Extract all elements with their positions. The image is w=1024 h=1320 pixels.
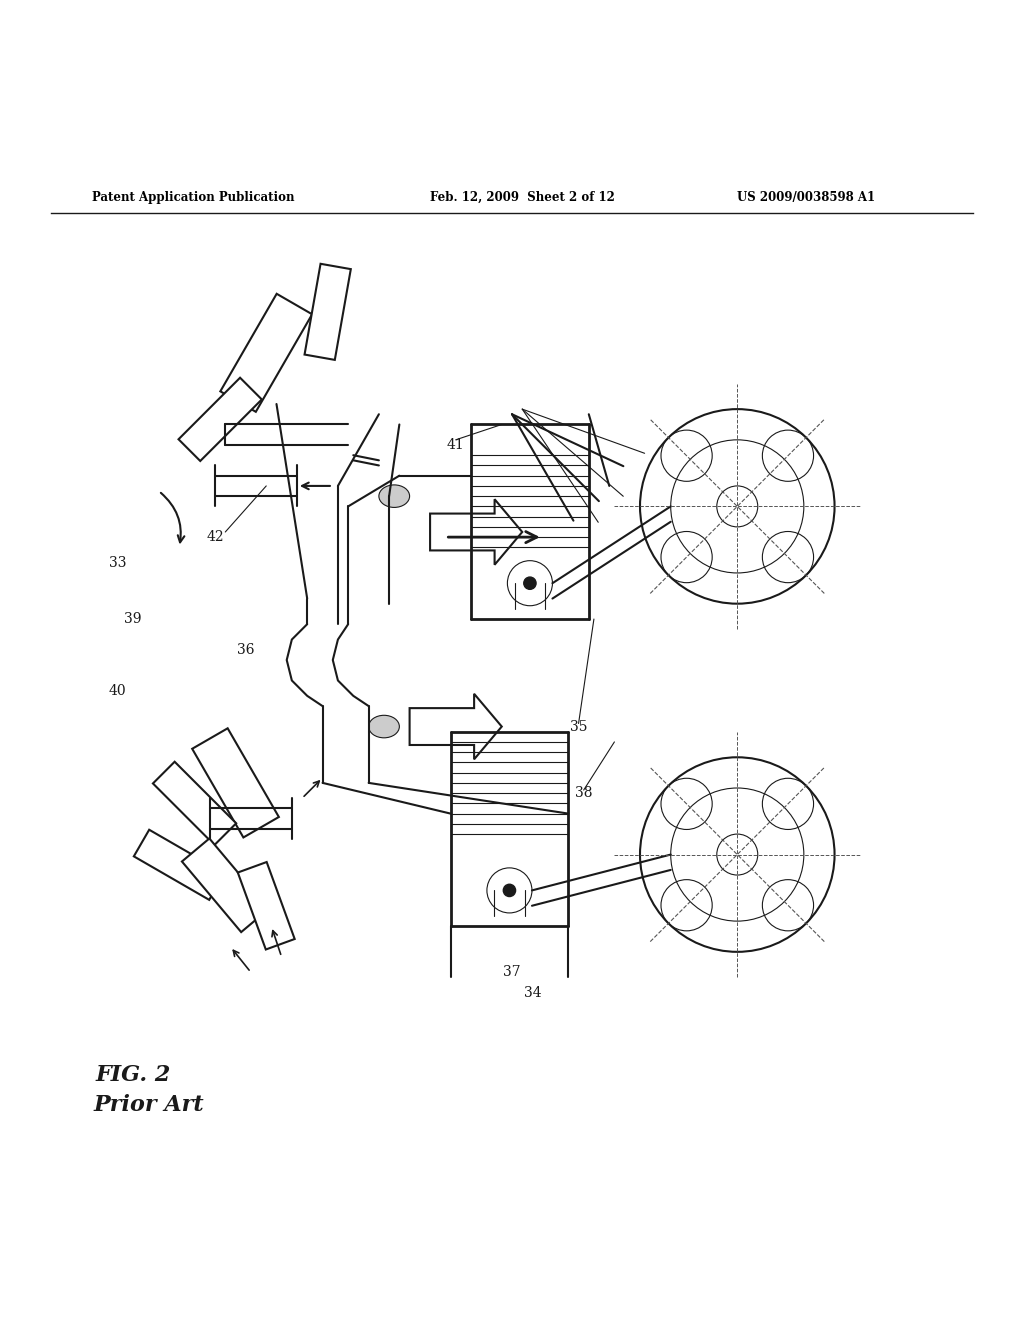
Text: 34: 34 (523, 986, 542, 999)
Circle shape (524, 577, 537, 589)
Polygon shape (304, 264, 351, 360)
Text: 42: 42 (206, 531, 224, 544)
Text: Feb. 12, 2009  Sheet 2 of 12: Feb. 12, 2009 Sheet 2 of 12 (430, 190, 615, 203)
Circle shape (504, 884, 515, 896)
Polygon shape (430, 499, 522, 565)
Polygon shape (182, 838, 268, 932)
Polygon shape (220, 294, 312, 412)
Text: 33: 33 (109, 556, 127, 570)
Text: FIG. 2: FIG. 2 (95, 1064, 171, 1086)
Ellipse shape (379, 484, 410, 507)
Ellipse shape (369, 715, 399, 738)
Text: 38: 38 (574, 787, 593, 800)
Polygon shape (153, 762, 237, 845)
Polygon shape (410, 694, 502, 759)
Text: Prior Art: Prior Art (93, 1094, 204, 1117)
Text: Patent Application Publication: Patent Application Publication (92, 190, 295, 203)
Text: 37: 37 (503, 965, 521, 979)
Text: 36: 36 (237, 643, 255, 657)
Polygon shape (178, 378, 262, 461)
Polygon shape (238, 862, 295, 949)
Polygon shape (193, 729, 279, 837)
Text: 39: 39 (124, 612, 142, 626)
Text: 40: 40 (109, 684, 127, 698)
Polygon shape (134, 830, 224, 900)
Text: US 2009/0038598 A1: US 2009/0038598 A1 (737, 190, 876, 203)
Text: 35: 35 (569, 719, 588, 734)
Text: 41: 41 (446, 438, 465, 451)
